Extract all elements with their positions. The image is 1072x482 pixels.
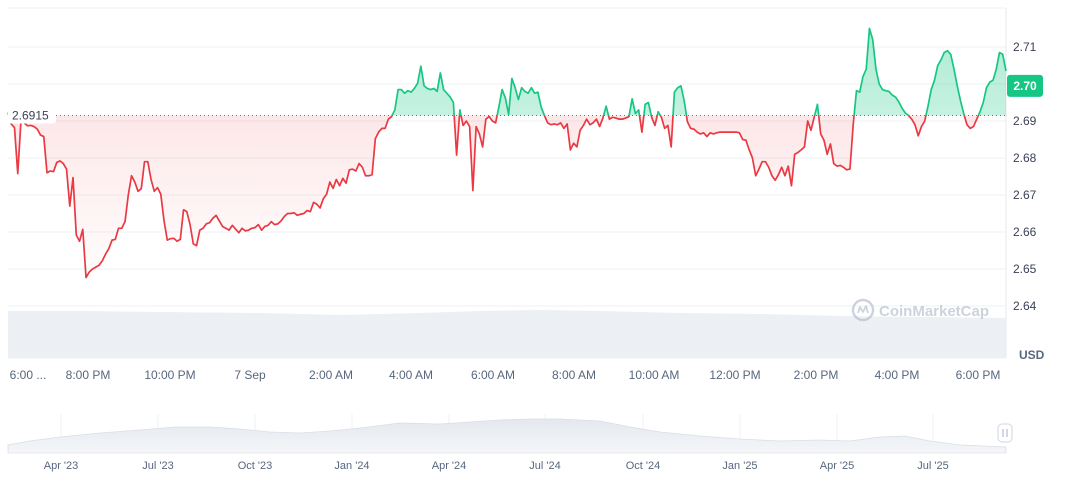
coinmarketcap-watermark: CoinMarketCap <box>851 298 989 322</box>
current-price-badge-text: 2.70 <box>1013 79 1037 93</box>
navigator-tick-label: Jan '24 <box>334 460 369 472</box>
x-tick-label: 12:00 PM <box>709 368 760 382</box>
price-line-below-baseline <box>7 115 980 279</box>
x-tick-label: 7 Sep <box>234 368 266 382</box>
baseline-label: 2.6915 <box>8 107 56 124</box>
navigator-tick-label: Jan '25 <box>722 460 757 472</box>
y-tick-label: 2.66 <box>1013 225 1037 239</box>
x-tick-label: 6:00 ... <box>10 368 47 382</box>
volume-bars <box>8 310 1006 358</box>
x-tick-label: 6:00 PM <box>956 368 1001 382</box>
currency-label: USD <box>1019 348 1045 362</box>
y-tick-label: 2.64 <box>1013 299 1037 313</box>
navigator-tick-label: Apr '25 <box>820 460 855 472</box>
navigator-tick-label: Jul '25 <box>917 460 948 472</box>
y-tick-label: 2.71 <box>1013 40 1037 54</box>
range-navigator[interactable]: Apr '23 Jul '23 Oct '23 Jan '24 Apr '24 Jul '… <box>7 414 1013 472</box>
x-tick-label: 10:00 AM <box>629 368 680 382</box>
x-tick-label: 4:00 PM <box>875 368 920 382</box>
x-tick-label: 2:00 AM <box>309 368 353 382</box>
current-price-badge: 2.70 <box>1007 74 1043 97</box>
y-tick-label: 2.65 <box>1013 262 1037 276</box>
navigator-tick-label: Oct '23 <box>238 460 273 472</box>
area-fill-below-baseline <box>8 115 1006 278</box>
x-axis-ticks: 6:00 ... 8:00 PM 10:00 PM 7 Sep 2:00 AM 4:00 … <box>10 368 1001 382</box>
x-tick-label: 6:00 AM <box>471 368 515 382</box>
navigator-tick-label: Apr '23 <box>44 460 79 472</box>
baseline-label-text: 2.6915 <box>12 108 49 122</box>
x-tick-label: 4:00 AM <box>389 368 433 382</box>
y-tick-label: 2.67 <box>1013 188 1037 202</box>
x-tick-label: 8:00 PM <box>66 368 111 382</box>
navigator-tick-label: Oct '24 <box>626 460 661 472</box>
navigator-tick-label: Apr '24 <box>432 460 467 472</box>
navigator-handle[interactable] <box>997 423 1013 443</box>
y-tick-label: 2.69 <box>1013 114 1037 128</box>
y-axis-ticks: 2.71 2.70 2.69 2.68 2.67 2.66 2.65 2.64 <box>1013 40 1037 313</box>
price-line-above-baseline <box>7 27 1007 116</box>
volume-bar-gaps <box>9 318 1003 358</box>
navigator-history-area <box>7 418 1007 454</box>
watermark-text: CoinMarketCap <box>879 303 989 320</box>
x-tick-label: 10:00 PM <box>144 368 195 382</box>
coinmarketcap-logo-icon <box>851 298 875 322</box>
navigator-ticks: Apr '23 Jul '23 Oct '23 Jan '24 Apr '24 Jul '… <box>44 460 949 472</box>
navigator-tick-label: Jul '24 <box>529 460 560 472</box>
y-tick-label: 2.68 <box>1013 151 1037 165</box>
navigator-tick-label: Jul '23 <box>142 460 173 472</box>
x-tick-label: 8:00 AM <box>552 368 596 382</box>
x-tick-label: 2:00 PM <box>794 368 839 382</box>
